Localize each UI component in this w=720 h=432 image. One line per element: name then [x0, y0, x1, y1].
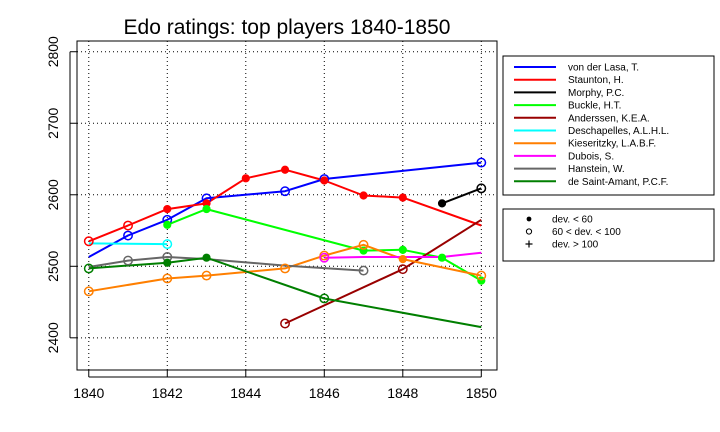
- series-line-3: [166, 208, 482, 282]
- markers-layer: [83, 157, 487, 329]
- series-layer: [88, 161, 482, 329]
- marker-legend-label: dev. > 100: [552, 240, 599, 251]
- legend-label: Staunton, H.: [568, 75, 624, 86]
- x-tick-label: 1842: [152, 385, 183, 401]
- data-point: [398, 255, 407, 264]
- marker-legend-symbol: [526, 216, 532, 222]
- legend-label: Dubois, S.: [568, 151, 614, 162]
- chart-title: Edo ratings: top players 1840-1850: [124, 16, 451, 39]
- legend-label: Morphy, P.C.: [568, 88, 624, 99]
- data-point: [241, 174, 250, 183]
- legend: von der Lasa, T.Staunton, H. Morphy, P.C.…: [502, 55, 715, 196]
- data-point: [358, 265, 369, 276]
- data-point: [358, 239, 369, 250]
- y-axis: 2400 2500 2600 2700 2800: [45, 36, 77, 353]
- data-point: [162, 239, 173, 250]
- legend-label: Kieseritzky, L.A.B.F.: [568, 139, 656, 150]
- series-line-1: [88, 168, 482, 243]
- legend-label: de Saint-Amant, P.C.F.: [568, 177, 668, 188]
- data-point: [280, 318, 290, 329]
- data-point: [123, 230, 133, 241]
- legend-label: von der Lasa, T.: [568, 63, 639, 74]
- x-tick-label: 1844: [230, 385, 261, 401]
- data-point: [163, 220, 172, 229]
- data-point: [280, 165, 290, 174]
- series-line-4: [284, 218, 482, 325]
- data-point: [437, 253, 447, 262]
- data-point: [397, 264, 408, 275]
- legend-label: Deschapelles, A.L.H.L.: [568, 126, 669, 137]
- marker-legend-box: [502, 208, 715, 262]
- x-tick-label: 1848: [387, 385, 418, 401]
- legend-label: Hanstein, W.: [568, 164, 625, 175]
- x-tick-label: 1846: [309, 385, 340, 401]
- series-line-0: [88, 161, 482, 258]
- data-point: [202, 204, 211, 214]
- data-point: [476, 183, 487, 194]
- data-point: [280, 186, 290, 197]
- y-tick-label: 2400: [45, 322, 61, 353]
- y-tick-label: 2500: [45, 251, 61, 282]
- legend-label: Buckle, H.T.: [568, 101, 621, 112]
- data-point: [476, 157, 487, 168]
- data-point: [83, 286, 94, 297]
- data-point: [319, 293, 330, 304]
- x-axis: 1840 1842 1844 1846 1848 1850: [73, 370, 497, 401]
- legend-label: Anderssen, K.E.A.: [568, 113, 650, 124]
- x-tick-label: 1850: [466, 385, 497, 401]
- data-point: [162, 273, 173, 284]
- data-point: [123, 255, 133, 266]
- data-point: [319, 252, 330, 263]
- y-tick-label: 2700: [45, 107, 61, 138]
- marker-legend-symbol: [525, 240, 533, 248]
- data-point: [476, 270, 487, 281]
- series-line-8: [88, 256, 364, 272]
- data-point: [437, 199, 447, 208]
- data-point: [83, 236, 94, 247]
- data-point: [83, 263, 94, 274]
- marker-legend-label: 60 < dev. < 100: [552, 227, 621, 238]
- series-line-2: [441, 187, 482, 205]
- data-point: [163, 204, 172, 214]
- series-line-5: [88, 242, 168, 246]
- data-point: [123, 220, 133, 231]
- marker-legend-label: dev. < 60: [552, 215, 593, 226]
- data-point: [320, 176, 329, 185]
- y-tick-label: 2600: [45, 179, 61, 210]
- data-point: [202, 253, 211, 262]
- data-point: [163, 258, 172, 267]
- x-tick-label: 1840: [73, 385, 104, 401]
- plot-frame: [76, 40, 498, 371]
- data-point: [280, 263, 290, 274]
- marker-legend-symbol: [525, 228, 533, 235]
- data-point: [201, 270, 212, 281]
- data-point: [398, 193, 407, 202]
- data-point: [359, 191, 368, 200]
- y-tick-label: 2800: [45, 36, 61, 67]
- data-point: [398, 245, 407, 254]
